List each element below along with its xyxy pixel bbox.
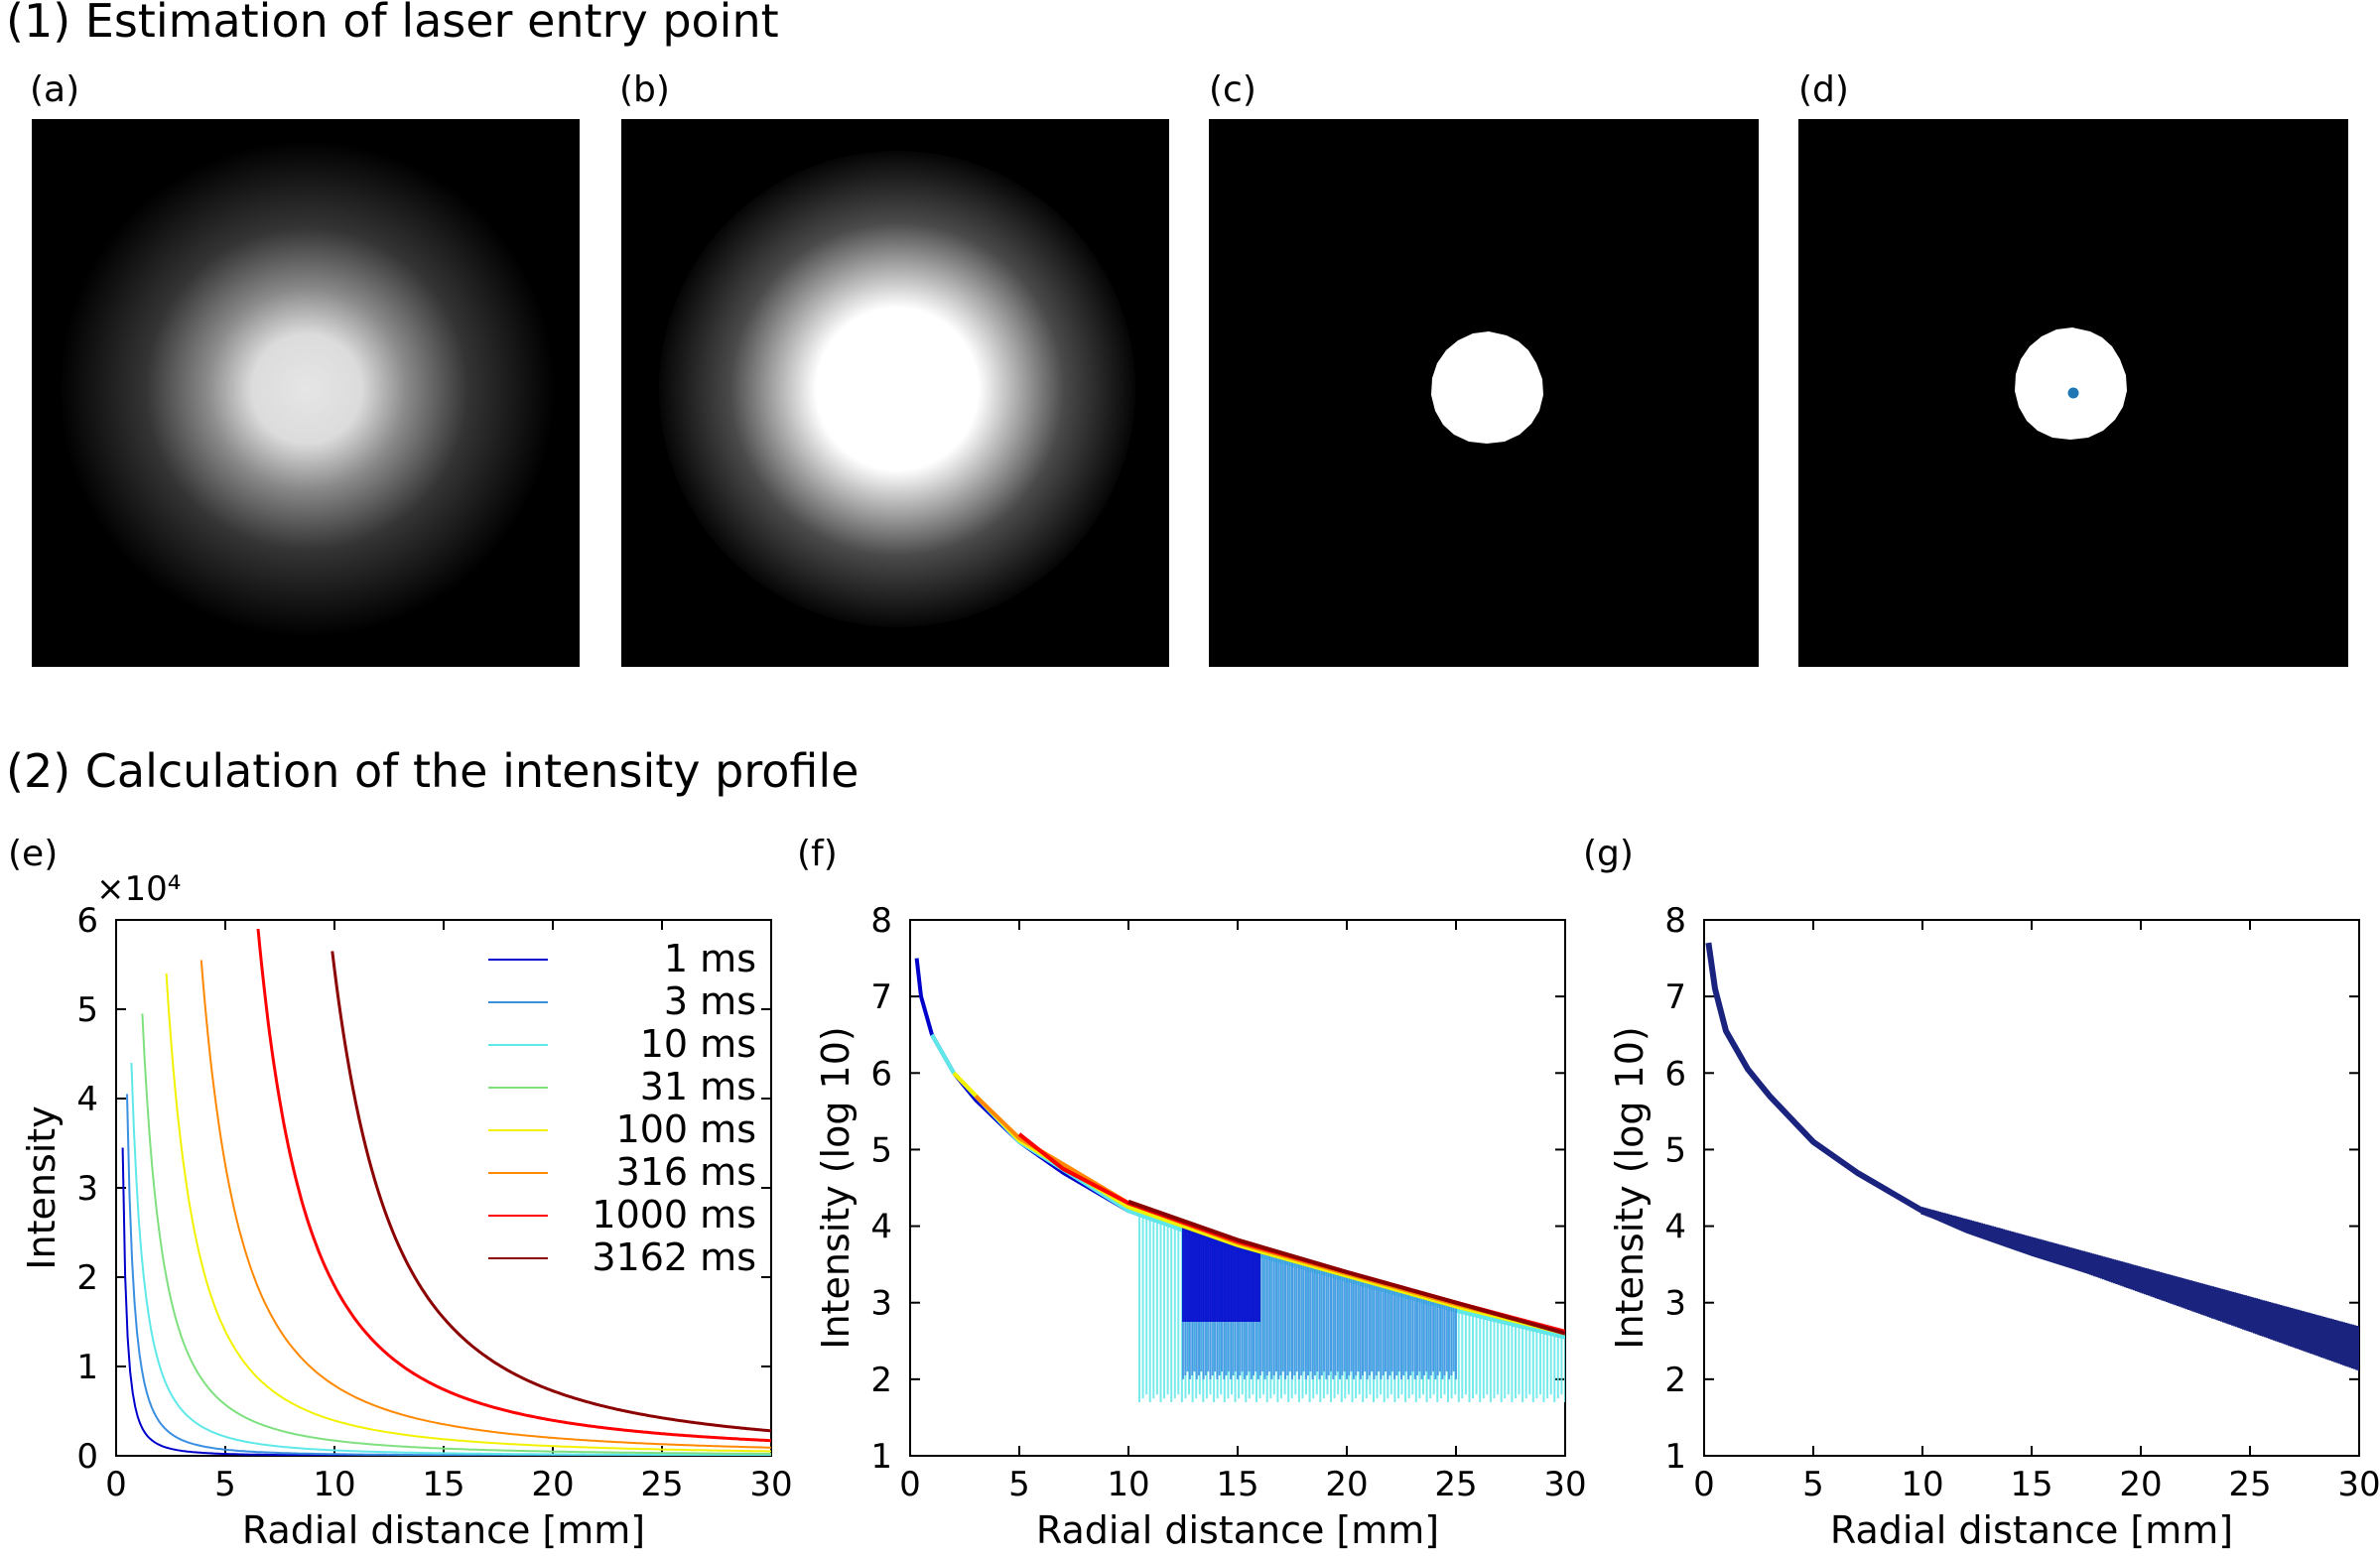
x-tick-label: 0	[1693, 1465, 1715, 1504]
panel-label: (g)	[1583, 834, 1634, 874]
y-tick-label: 4	[76, 1080, 98, 1119]
x-axis-title: Radial distance [mm]	[242, 1508, 645, 1552]
legend-label: 3162 ms	[592, 1235, 756, 1279]
panel-label: (e)	[8, 834, 58, 874]
y-axis-title: Intensity	[20, 1105, 64, 1269]
x-axis-title: Radial distance [mm]	[1036, 1508, 1439, 1552]
y-tick-label: 5	[870, 1130, 892, 1170]
x-tick-label: 10	[313, 1465, 355, 1504]
y-tick-label: 1	[1664, 1437, 1686, 1477]
x-tick-label: 5	[1008, 1465, 1030, 1504]
plot-lines	[121, 928, 771, 1456]
estimation-section-title: (1) Estimation of laser entry point	[6, 0, 779, 48]
y-axis-title: Intensity (log 10)	[1608, 1026, 1652, 1350]
series-line	[1705, 942, 2359, 1352]
panel-label-a: (a)	[30, 69, 80, 110]
x-tick-label: 0	[105, 1465, 127, 1504]
binarized-spot-shape	[1431, 331, 1543, 444]
y-axis-title: Intensity (log 10)	[814, 1026, 858, 1350]
panel-label-d: (d)	[1798, 69, 1849, 110]
x-tick-label: 15	[422, 1465, 464, 1504]
x-tick-label: 5	[214, 1465, 236, 1504]
x-tick-label: 15	[1216, 1465, 1258, 1504]
legend-label: 3 ms	[664, 979, 756, 1023]
x-tick-label: 25	[1434, 1465, 1477, 1504]
legend-label: 1000 ms	[592, 1193, 756, 1236]
legend-label: 10 ms	[640, 1022, 756, 1066]
smoothed-laser-image	[621, 119, 1169, 667]
panel-label: (f)	[797, 834, 838, 874]
series-line-top	[1127, 1200, 1565, 1336]
x-tick-label: 20	[531, 1465, 574, 1504]
y-tick-label: 5	[1664, 1130, 1686, 1170]
noise-band	[1182, 1227, 1260, 1322]
y-tick-label: 7	[1664, 977, 1686, 1017]
y-tick-label: 4	[1664, 1208, 1686, 1247]
series-line	[130, 1062, 771, 1456]
x-tick-label: 25	[2228, 1465, 2271, 1504]
plot-lines	[914, 958, 1565, 1402]
y-tick-label: 0	[76, 1437, 98, 1477]
series-line	[256, 928, 771, 1443]
x-tick-label: 0	[899, 1465, 921, 1504]
y-tick-label: 6	[1664, 1054, 1686, 1094]
x-tick-label: 10	[1901, 1465, 1943, 1504]
x-tick-label: 10	[1107, 1465, 1149, 1504]
series-line	[141, 1013, 771, 1455]
profile-section-title: (2) Calculation of the intensity profile	[6, 744, 859, 798]
x-axis-title: Radial distance [mm]	[1830, 1508, 2233, 1552]
chart-g: (g) 0 5 10 15 20 25 30 1 2 3 4 5 6 7 8 Radial distance […	[1583, 834, 2380, 1552]
series-line	[331, 951, 771, 1433]
y-tick-label: 1	[870, 1437, 892, 1477]
legend-label: 1 ms	[664, 937, 756, 980]
chart-f: (f) 0 5 10 15 20 25 30 1 2 3 4 5 6 7 8 Radial distance […	[797, 834, 1587, 1552]
y-tick-label: 6	[76, 901, 98, 941]
center-estimation-image	[1798, 119, 2348, 667]
y-tick-label: 1	[76, 1348, 98, 1387]
legend-label: 100 ms	[616, 1107, 756, 1151]
y-tick-label: 2	[870, 1361, 892, 1400]
plot-lines	[1705, 942, 2359, 1371]
y-tick-label: 5	[76, 990, 98, 1030]
x-tick-label: 20	[2119, 1465, 2162, 1504]
y-tick-label: 4	[870, 1208, 892, 1247]
x-tick-label: 30	[1543, 1465, 1586, 1504]
y-tick-label: 3	[1664, 1284, 1686, 1324]
x-tick-label: 30	[2337, 1465, 2380, 1504]
y-axis-multiplier: ×10⁴	[96, 869, 181, 909]
panel-label-b: (b)	[619, 69, 670, 110]
y-tick-label: 7	[870, 977, 892, 1017]
raw-laser-image	[32, 119, 580, 667]
binarized-spot-shape	[2015, 327, 2127, 440]
x-tick-label: 5	[1802, 1465, 1824, 1504]
y-tick-label: 3	[870, 1284, 892, 1324]
series-line	[199, 960, 771, 1449]
series-spread	[1920, 1207, 2359, 1371]
x-tick-label: 15	[2010, 1465, 2052, 1504]
legend-label: 316 ms	[616, 1150, 756, 1194]
series-line	[165, 973, 771, 1453]
legend-label: 31 ms	[640, 1065, 756, 1108]
y-tick-label: 2	[1664, 1361, 1686, 1400]
y-tick-label: 8	[1664, 901, 1686, 941]
x-tick-label: 30	[749, 1465, 792, 1504]
x-tick-label: 25	[640, 1465, 683, 1504]
panel-label-c: (c)	[1209, 69, 1256, 110]
binarized-laser-image	[1209, 119, 1759, 667]
plot-area-frame	[1703, 919, 2360, 1457]
laser-entry-point-marker	[2067, 387, 2079, 399]
y-tick-label: 6	[870, 1054, 892, 1094]
y-tick-label: 3	[76, 1169, 98, 1209]
x-tick-label: 20	[1325, 1465, 1368, 1504]
chart-e: (e) 0 5 10 15 20 25 30 0 1 2 3 4 5 6 Radial distance [m…	[8, 834, 793, 1552]
y-tick-label: 2	[76, 1258, 98, 1298]
y-tick-label: 8	[870, 901, 892, 941]
